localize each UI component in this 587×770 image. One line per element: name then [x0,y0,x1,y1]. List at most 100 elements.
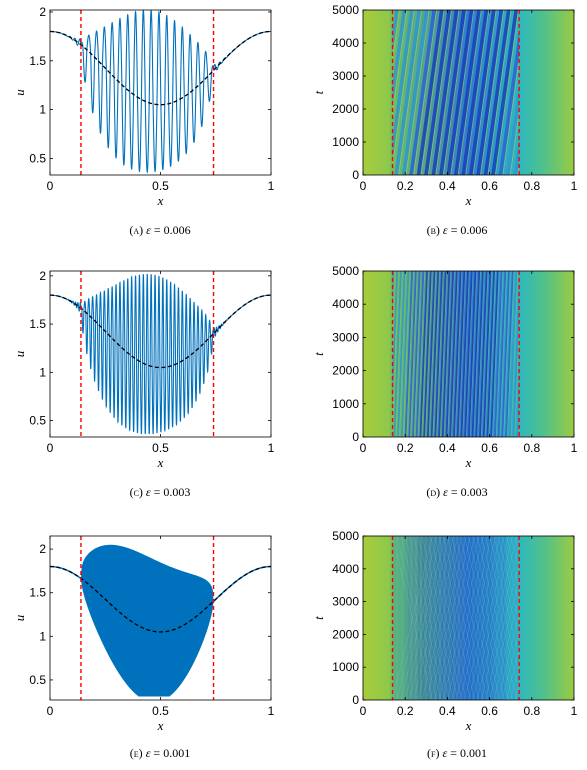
panel-f-texture-line [438,536,480,700]
panel-f-wave-stripe [437,536,438,700]
panel-b-wave-stripe [498,28,520,175]
panel-f-xtick-label: 0.8 [523,704,540,718]
panel-f-wave-stripe [510,536,512,700]
panel-b-stripes [392,10,520,175]
panel-f-wave-stripe [394,536,395,700]
panel-f-ytick-label: 5000 [332,529,359,543]
panel-f-wave-stripe [433,536,434,700]
caption-eps-symbol: ε [145,485,151,499]
panel-d-wave-highlight [473,271,481,437]
panel-d-wave-stripe [404,271,414,437]
panel-f-texture-line [421,536,463,700]
panel-b-wave-highlight [442,10,467,175]
panel-f-wave-stripe [397,536,399,700]
caption-tag: (d) [426,485,441,499]
panel-d-wave-stripe [464,271,473,437]
panel-f-wave-stripe [403,536,404,700]
panel-d-wave-highlight [499,271,507,437]
panel-f-wave-stripe [492,536,494,700]
panel-d-xtick-label: 0.8 [523,441,540,455]
panel-a-ytick-label: 1.5 [29,54,46,68]
panel-f-wave-stripe [496,536,498,700]
panel-f-wave-stripe [487,536,489,700]
panel-d-wave-stripe [393,271,402,437]
panel-f-texture-line [455,536,497,700]
panel-f-wave-stripe [430,536,432,700]
panel-b-wave-highlight [413,10,438,175]
panel-b-wave-highlight [494,10,519,175]
panel-b-wave-stripe [453,10,481,175]
panel-d-wave-stripe [392,271,395,321]
panel-b-wave-stripe [461,10,489,175]
panel-a-ytick-label: 0.5 [29,151,46,165]
panel-f-wave-stripe [424,536,426,700]
panel-d-wave-highlight [425,271,433,437]
panel-f-texture-line [404,536,446,700]
panel-f-texture-line [392,536,433,700]
panel-f-wave-stripe [456,536,457,700]
panel-f-texture-line [472,536,513,700]
panel-d-wave-stripe [494,271,503,437]
panel-d-wave-highlight [432,271,440,437]
panel-b-wave-stripe [424,10,452,175]
panel-d-wave-highlight [510,271,518,437]
panel-d-ytick-label: 5000 [332,264,359,278]
panel-b-wave-stripe [394,10,422,175]
panel-d-wave-stripe [434,271,443,437]
caption-eps-value: = 0.001 [153,746,191,760]
panel-d-wave-highlight [507,271,515,437]
panel-f-wave-stripe [494,536,495,700]
panel-f-wave-stripe [506,536,508,700]
panel-f-wave-stripe [485,536,486,700]
panel-f-texture-line [421,536,463,700]
panel-b-wave-stripe [401,10,429,175]
panel-f-wave-stripe [415,536,417,700]
caption-tag: (e) [129,746,143,760]
panel-d-wave-highlight [421,271,429,437]
panel-e-ytick-label: 0.5 [29,673,46,687]
panel-f-texture-line [413,536,454,700]
panel-a-baseline-curve [50,30,271,106]
panel-f-texture-line [400,536,442,700]
panel-f-wave-stripe [423,536,424,700]
panel-f-wave-stripe [463,536,465,700]
panel-d-wave-highlight [454,271,462,437]
panel-b-wave-stripe [439,10,466,175]
panel-f-texture-line [476,536,518,700]
panel-a-ylabel: u [12,89,27,96]
panel-f-wave-stripe [486,536,488,700]
panel-f-texture-line [468,536,509,700]
panel-d-wave-stripe [397,271,406,437]
panel-e-ytick-label: 1 [39,629,46,643]
panel-f-texture-line [396,536,438,700]
panel-b-wave-stripe [416,10,444,175]
panel-d-wave-highlight [492,271,500,437]
panel-f-texture-line [409,536,450,700]
panel-f-texture-line [489,536,520,659]
panel-b-wave-highlight [487,10,512,175]
panel-e-ylabel: u [12,614,27,621]
panel-f-wave-stripe [473,536,475,700]
panel-c-solution-line [50,273,271,435]
panel-b-wave-highlight [398,10,423,175]
panel-f-wave-stripe [454,536,456,700]
panel-f-wave-stripe [446,536,447,700]
panel-c-ytick-label: 0.5 [29,414,46,428]
panel-b-ylabel: t [311,90,326,94]
panel-e-xtick-label: 0 [47,704,54,718]
panel-d-wave-highlight [447,271,455,437]
panel-d-wave-highlight [480,271,489,437]
panel-f-xtick-label: 0.4 [439,704,456,718]
panel-f-texture-line [497,536,520,624]
panel-f-texture-line [480,536,520,693]
panel-f-wave-stripe [440,536,442,700]
panel-f-wave-stripe [513,536,514,700]
panel-e-xtick-label: 0.5 [152,704,169,718]
panel-b-ytick-label: 3000 [332,69,359,83]
panel-b-wave-highlight [472,10,497,175]
panel-f-wave-stripe [434,536,436,700]
panel-f-wave-stripe [413,536,414,700]
panel-f-wave-stripe [452,536,453,700]
